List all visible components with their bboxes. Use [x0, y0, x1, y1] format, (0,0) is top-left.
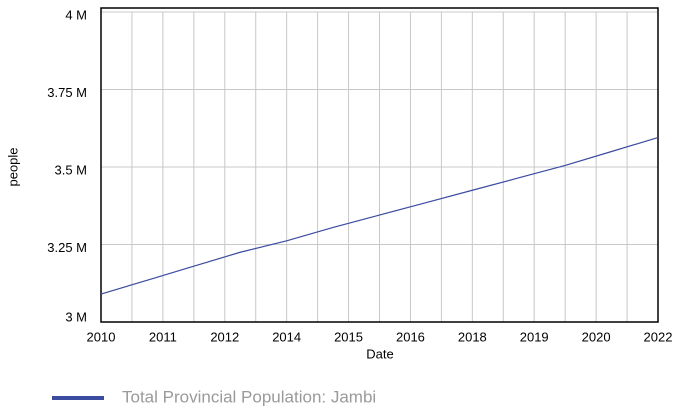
- y-tick-label: 3.5 M: [54, 162, 87, 177]
- x-tick-label: 2016: [396, 329, 425, 344]
- x-axis-label: Date: [366, 346, 393, 361]
- x-tick-label: 2019: [520, 329, 549, 344]
- x-tick-label: 2022: [644, 329, 673, 344]
- plot-frame: [100, 7, 659, 323]
- y-tick-label: 3 M: [65, 309, 87, 324]
- y-tick-label: 3.25 M: [47, 240, 87, 255]
- legend-label: Total Provincial Population: Jambi: [122, 387, 376, 406]
- x-tick-label: 2020: [582, 329, 611, 344]
- x-tick-label: 2012: [210, 329, 239, 344]
- y-axis-label: people: [5, 147, 20, 186]
- x-tick-label: 2018: [458, 329, 487, 344]
- x-tick-label: 2015: [334, 329, 363, 344]
- x-tick-label: 2010: [87, 329, 116, 344]
- x-tick-label: 2014: [272, 329, 301, 344]
- y-tick-label: 4 M: [65, 7, 87, 22]
- x-tick-label: 2011: [149, 329, 177, 344]
- data-line: [100, 136, 659, 295]
- y-tick-label: 3.75 M: [47, 85, 87, 100]
